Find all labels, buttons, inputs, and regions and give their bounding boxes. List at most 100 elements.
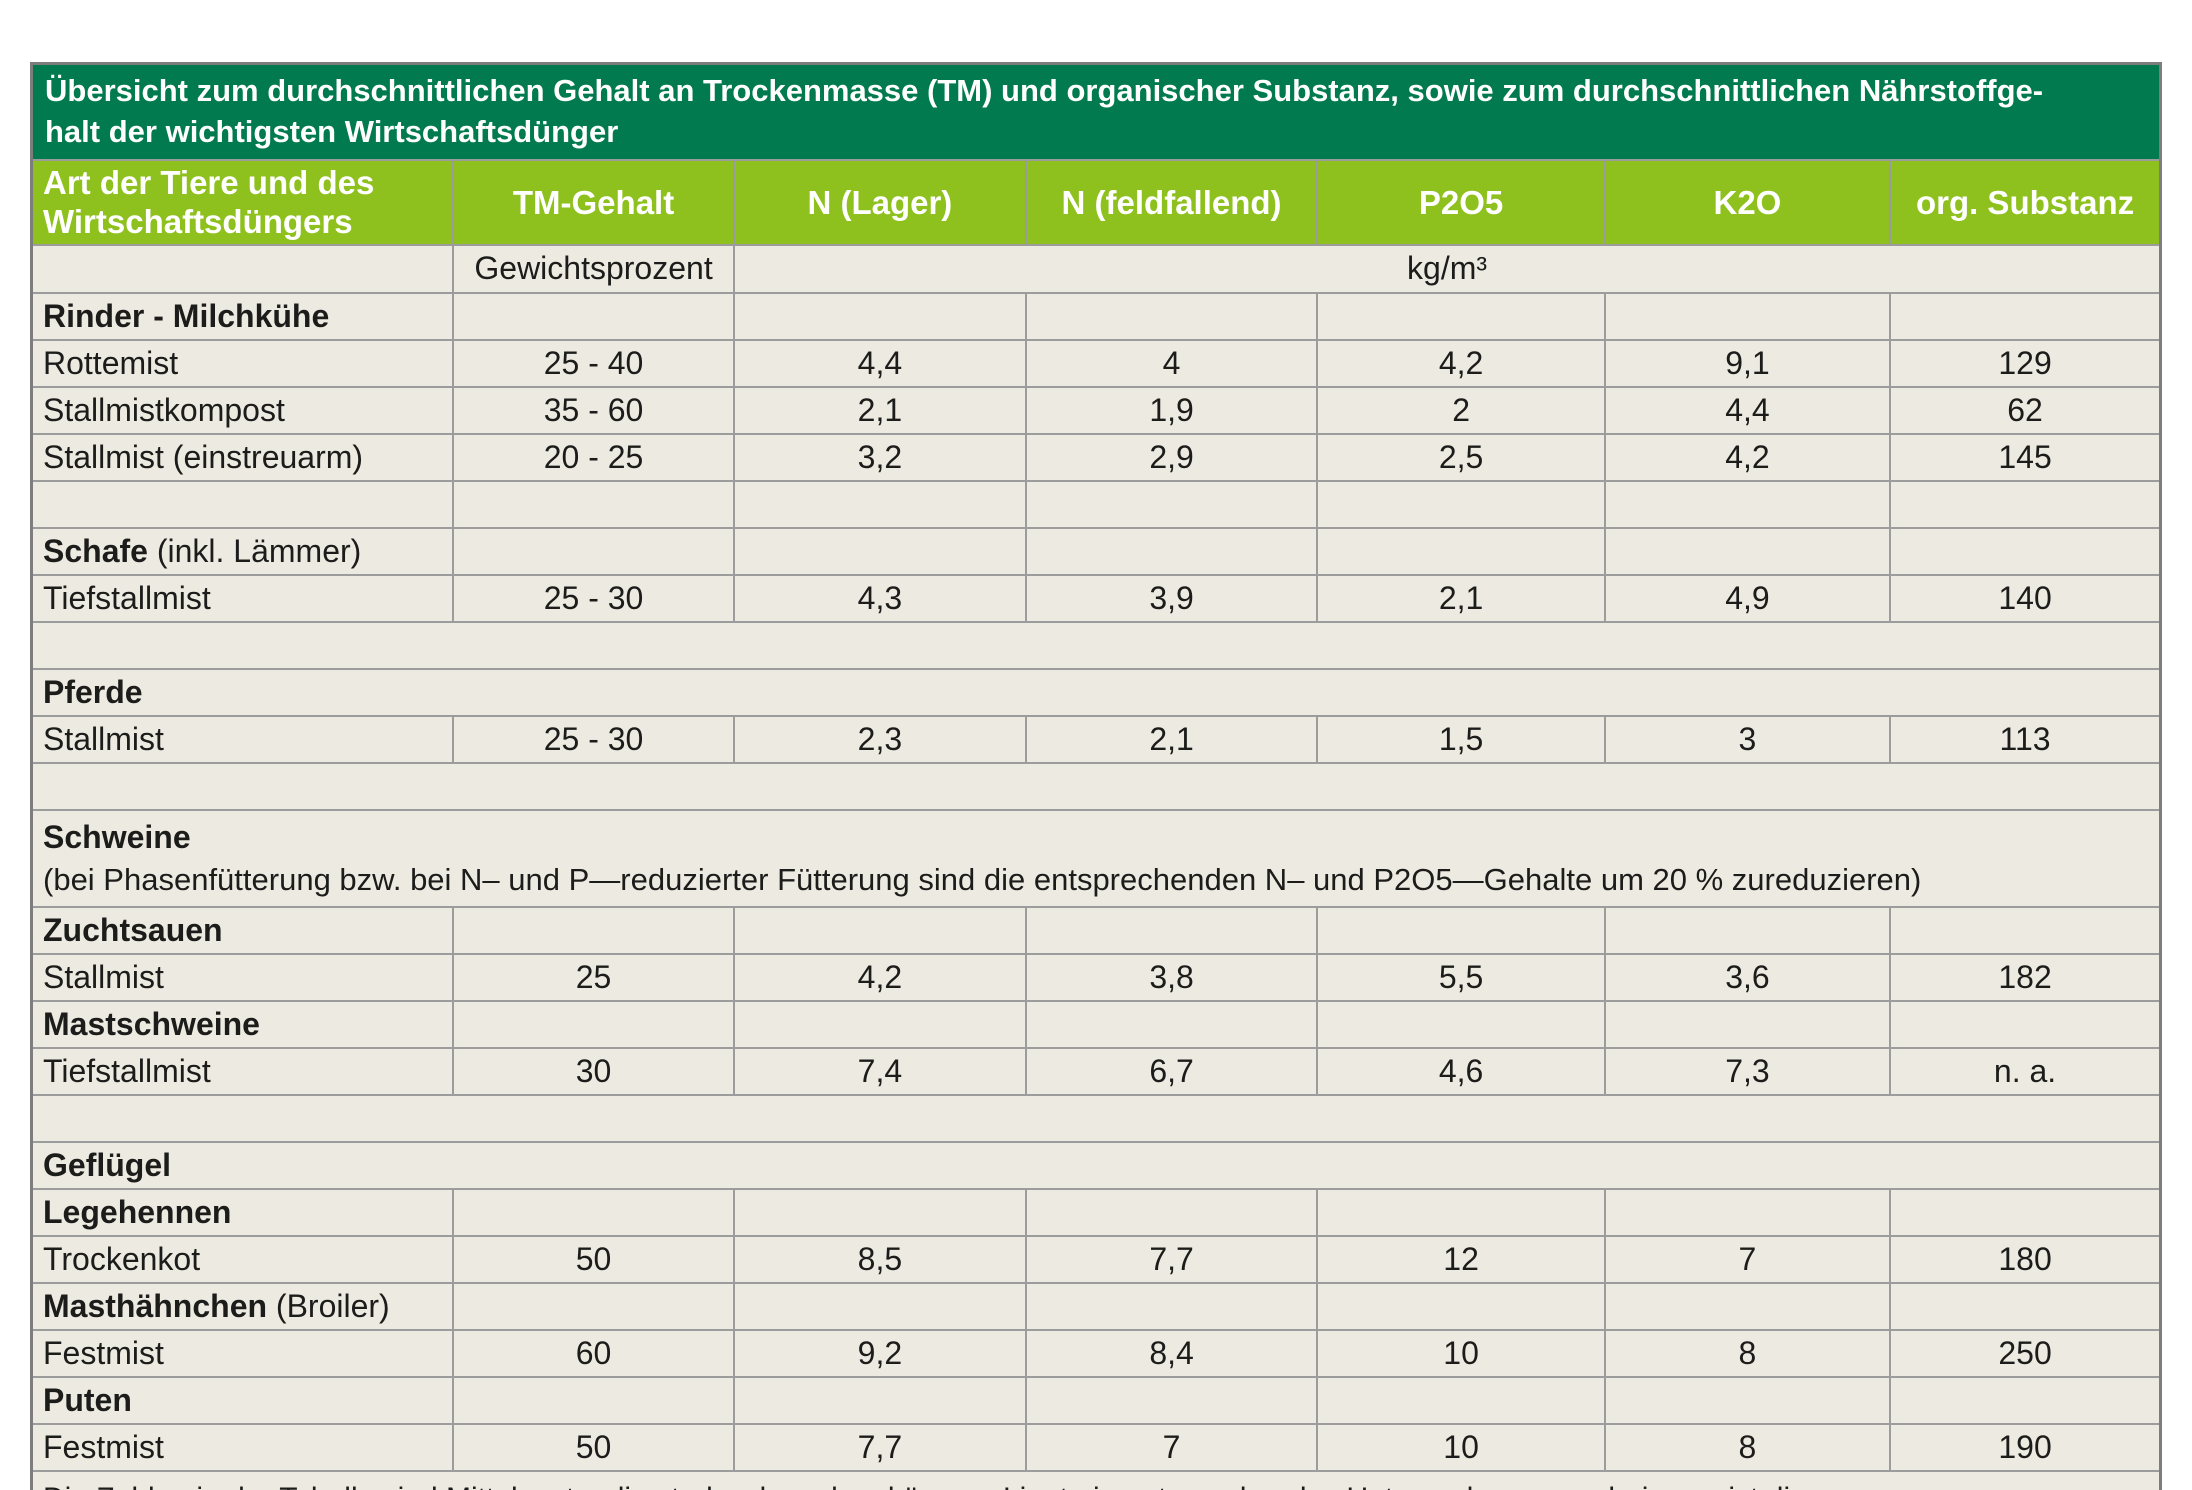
value-cell: 4,9 [1603, 573, 1892, 623]
column-header-org-substanz: org. Substanz [1889, 158, 2162, 246]
value-cell: 4,6 [1316, 1046, 1606, 1096]
empty-cell [1889, 291, 2162, 341]
value-cell: 190 [1889, 1422, 2162, 1472]
empty-cell [1603, 479, 1892, 529]
section-row: Legehennen [30, 1187, 2162, 1237]
footnote-row: Die Zahlen in der Tabelle sind Mittelwer… [30, 1469, 2162, 1490]
section-label: Masthähnchen (Broiler) [30, 1281, 455, 1331]
data-row: Stallmist 25 4,2 3,8 5,5 3,6 182 [30, 952, 2162, 1002]
value-cell: 35 - 60 [452, 385, 736, 435]
section-label: Geflügel [30, 1140, 2162, 1190]
empty-cell [733, 291, 1027, 341]
value-cell: 62 [1889, 385, 2162, 435]
empty-cell [733, 905, 1027, 955]
empty-cell [1603, 999, 1892, 1049]
value-cell: 25 [452, 952, 736, 1002]
value-cell: 4 [1024, 338, 1319, 388]
section-label: Puten [30, 1375, 455, 1425]
data-row: Rottemist 25 - 40 4,4 4 4,2 9,1 129 [30, 338, 2162, 388]
value-cell: 4,3 [733, 573, 1027, 623]
value-cell: 2 [1316, 385, 1606, 435]
empty-cell [30, 620, 2162, 670]
empty-cell [452, 526, 736, 576]
value-cell: 250 [1889, 1328, 2162, 1378]
row-label: Tiefstallmist [30, 573, 455, 623]
value-cell: 3 [1603, 714, 1892, 764]
value-cell: 7,3 [1603, 1046, 1892, 1096]
section-row: Schafe (inkl. Lämmer) [30, 526, 2162, 576]
empty-cell [1316, 905, 1606, 955]
value-cell: 60 [452, 1328, 736, 1378]
empty-cell [733, 999, 1027, 1049]
data-row: Festmist 60 9,2 8,4 10 8 250 [30, 1328, 2162, 1378]
empty-cell [1889, 999, 2162, 1049]
row-label: Rottemist [30, 338, 455, 388]
empty-cell [1316, 479, 1606, 529]
row-label: Festmist [30, 1328, 455, 1378]
empty-cell [733, 1281, 1027, 1331]
value-cell: 3,9 [1024, 573, 1319, 623]
section-label: Rinder - Milchkühe [30, 291, 455, 341]
value-cell: 9,2 [733, 1328, 1027, 1378]
value-cell: 2,1 [1024, 714, 1319, 764]
value-cell: 8,5 [733, 1234, 1027, 1284]
empty-cell [1889, 1281, 2162, 1331]
column-header-n-lager: N (Lager) [733, 158, 1027, 246]
empty-cell [1603, 526, 1892, 576]
value-cell: 7 [1024, 1422, 1319, 1472]
spacer-row [30, 479, 2162, 529]
empty-cell [452, 479, 736, 529]
section-row: Mastschweine [30, 999, 2162, 1049]
row-label: Trockenkot [30, 1234, 455, 1284]
empty-cell [1603, 291, 1892, 341]
data-row: Stallmist (einstreuarm) 20 - 25 3,2 2,9 2,5 4… [30, 432, 2162, 482]
unit-kg-per-m3: kg/m³ [733, 243, 2162, 294]
section-note: (bei Phasenfütterung bzw. bei N– und P—r… [43, 861, 1922, 897]
value-cell: 145 [1889, 432, 2162, 482]
data-row: Trockenkot 50 8,5 7,7 12 7 180 [30, 1234, 2162, 1284]
section-row: Puten [30, 1375, 2162, 1425]
empty-cell [1316, 291, 1606, 341]
footnote-line1: Die Zahlen in der Tabelle sind Mittelwer… [43, 1478, 2149, 1490]
empty-cell [1889, 905, 2162, 955]
value-cell: 5,5 [1316, 952, 1606, 1002]
empty-cell [452, 1281, 736, 1331]
value-cell: 12 [1316, 1234, 1606, 1284]
column-header-k2o: K2O [1603, 158, 1892, 246]
value-cell: 7,4 [733, 1046, 1027, 1096]
value-cell: 30 [452, 1046, 736, 1096]
value-cell: 10 [1316, 1328, 1606, 1378]
column-header-n-feldfallend: N (feldfallend) [1024, 158, 1319, 246]
value-cell: 8 [1603, 1422, 1892, 1472]
empty-cell [1889, 526, 2162, 576]
empty-cell [1603, 1375, 1892, 1425]
section-row: Rinder - Milchkühe [30, 291, 2162, 341]
value-cell: 7,7 [733, 1422, 1027, 1472]
section-label: Schweine (bei Phasenfütterung bzw. bei N–… [30, 808, 2162, 908]
table-body: Rinder - Milchkühe Rottemist 25 - 40 4,4 4 4,… [30, 291, 2162, 1472]
empty-cell [1889, 1187, 2162, 1237]
section-label: Legehennen [30, 1187, 455, 1237]
data-row: Festmist 50 7,7 7 10 8 190 [30, 1422, 2162, 1472]
empty-cell [30, 761, 2162, 811]
empty-cell [1603, 1187, 1892, 1237]
value-cell: 1,5 [1316, 714, 1606, 764]
value-cell: 25 - 30 [452, 573, 736, 623]
column-header-tm-gehalt: TM-Gehalt [452, 158, 736, 246]
empty-cell [1603, 905, 1892, 955]
empty-cell [733, 526, 1027, 576]
value-cell: 129 [1889, 338, 2162, 388]
empty-cell [1024, 999, 1319, 1049]
value-cell: 4,4 [733, 338, 1027, 388]
value-cell: 6,7 [1024, 1046, 1319, 1096]
empty-cell [1024, 1281, 1319, 1331]
column-header-row: Art der Tiere und des Wirtschaftsdüngers… [30, 158, 2162, 246]
empty-cell [1316, 1281, 1606, 1331]
spacer-row [30, 1093, 2162, 1143]
manure-nutrient-table: Übersicht zum durchschnittlichen Gehalt … [30, 62, 2162, 1490]
value-cell: 2,1 [733, 385, 1027, 435]
value-cell: 10 [1316, 1422, 1606, 1472]
empty-cell [1316, 999, 1606, 1049]
row-label: Tiefstallmist [30, 1046, 455, 1096]
